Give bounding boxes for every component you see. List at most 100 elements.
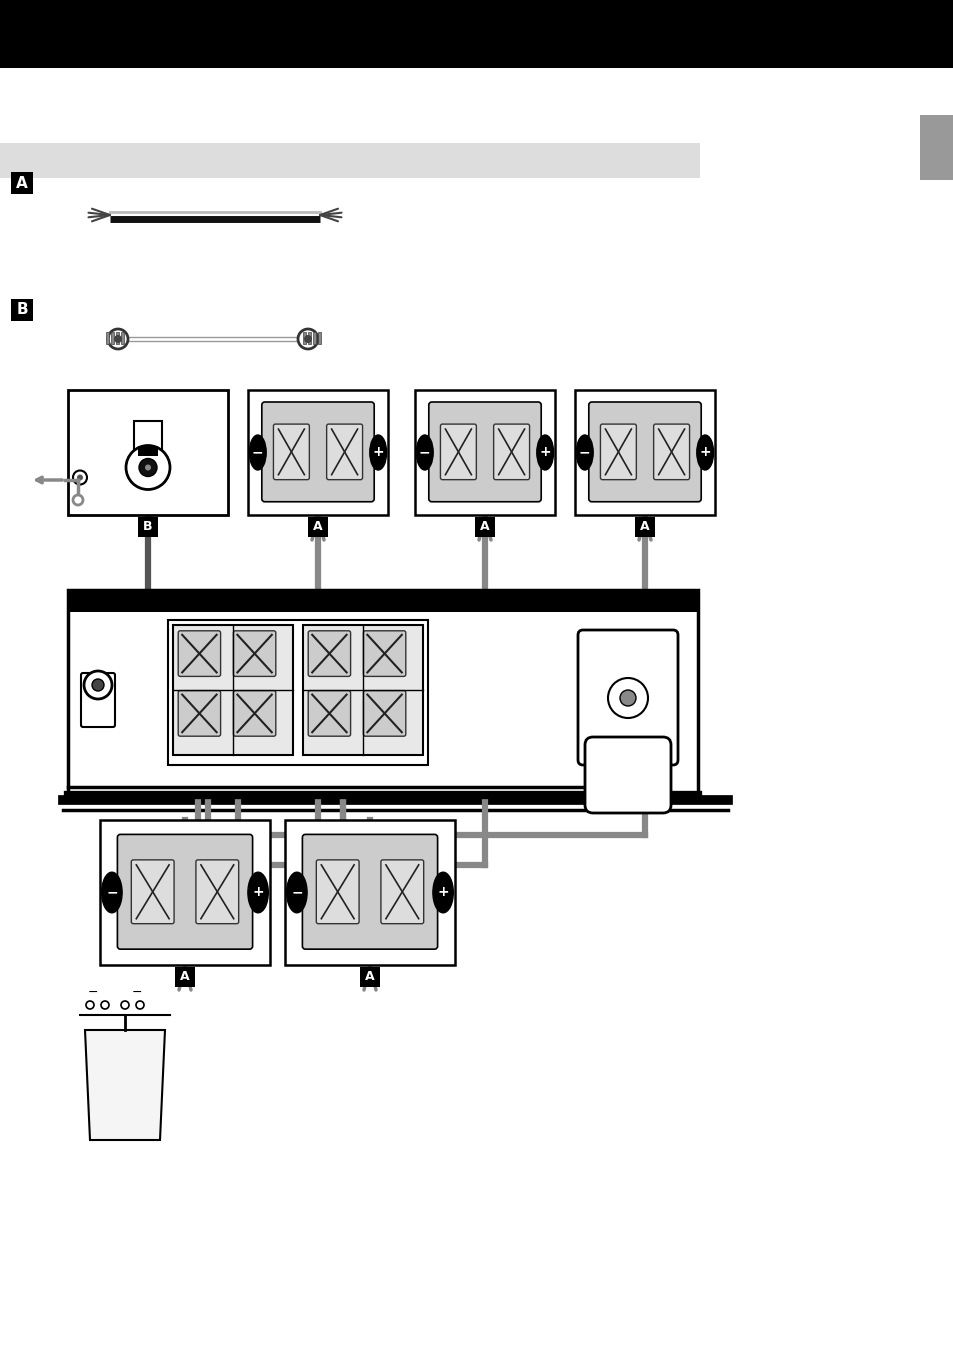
Bar [475, 516, 495, 537]
FancyBboxPatch shape [274, 425, 309, 480]
FancyBboxPatch shape [117, 834, 253, 949]
Text: −: − [252, 446, 263, 460]
Circle shape [126, 446, 170, 489]
FancyBboxPatch shape [308, 631, 351, 676]
Bar [121, 333, 124, 343]
FancyBboxPatch shape [326, 425, 362, 480]
FancyBboxPatch shape [653, 425, 689, 480]
Text: +: + [538, 446, 551, 460]
Bar [919, 115, 953, 180]
Ellipse shape [287, 872, 307, 913]
Text: +: + [699, 446, 710, 460]
Bar [100, 821, 270, 965]
Bar [68, 589, 698, 795]
Bar [68, 389, 228, 515]
Bar [106, 333, 109, 343]
Bar [0, 143, 700, 178]
FancyBboxPatch shape [380, 860, 423, 923]
FancyBboxPatch shape [578, 630, 678, 765]
Text: A: A [16, 176, 28, 191]
Bar [308, 333, 311, 343]
FancyBboxPatch shape [303, 625, 422, 754]
FancyBboxPatch shape [172, 625, 293, 754]
Text: −: − [578, 446, 590, 460]
FancyBboxPatch shape [440, 425, 476, 480]
Text: B: B [16, 303, 28, 318]
FancyBboxPatch shape [233, 631, 275, 676]
FancyBboxPatch shape [363, 691, 405, 737]
Circle shape [113, 335, 122, 343]
Circle shape [145, 465, 151, 470]
Bar [111, 333, 113, 343]
Bar [138, 446, 158, 456]
Circle shape [297, 329, 317, 349]
Ellipse shape [576, 435, 593, 470]
Ellipse shape [102, 872, 122, 913]
Bar [415, 389, 555, 515]
Text: −: − [88, 986, 98, 999]
Circle shape [86, 1000, 94, 1009]
Ellipse shape [696, 435, 713, 470]
Circle shape [73, 495, 83, 506]
Text: A: A [313, 521, 322, 534]
Bar [575, 389, 714, 515]
FancyBboxPatch shape [132, 860, 173, 923]
Text: −: − [418, 446, 430, 460]
Ellipse shape [248, 872, 268, 913]
Bar [285, 821, 455, 965]
Ellipse shape [249, 435, 266, 470]
Circle shape [136, 1000, 144, 1009]
Text: −: − [132, 986, 142, 999]
Bar [11, 299, 33, 320]
Bar [138, 516, 158, 537]
FancyBboxPatch shape [599, 425, 636, 480]
Text: A: A [180, 971, 190, 983]
FancyBboxPatch shape [195, 860, 238, 923]
Circle shape [139, 458, 157, 476]
Bar [168, 621, 428, 765]
Circle shape [121, 1000, 129, 1009]
Text: −: − [106, 886, 117, 899]
Circle shape [607, 677, 647, 718]
Circle shape [619, 690, 636, 706]
Circle shape [101, 1000, 109, 1009]
Text: B: B [143, 521, 152, 534]
FancyBboxPatch shape [493, 425, 529, 480]
Bar [313, 333, 315, 343]
Bar [11, 172, 33, 193]
Ellipse shape [433, 872, 453, 913]
Ellipse shape [370, 435, 386, 470]
Ellipse shape [537, 435, 553, 470]
FancyBboxPatch shape [178, 691, 220, 737]
FancyBboxPatch shape [363, 631, 405, 676]
Text: +: + [372, 446, 384, 460]
FancyBboxPatch shape [316, 860, 358, 923]
Circle shape [304, 335, 312, 343]
Bar [133, 422, 162, 456]
Bar [248, 389, 388, 515]
FancyBboxPatch shape [308, 691, 351, 737]
Bar [303, 333, 306, 343]
Bar [317, 333, 320, 343]
Text: A: A [365, 971, 375, 983]
Circle shape [77, 475, 83, 480]
Text: A: A [479, 521, 489, 534]
Circle shape [108, 329, 128, 349]
Bar [635, 516, 655, 537]
Circle shape [91, 679, 104, 691]
Bar [0, 0, 953, 68]
Circle shape [73, 470, 87, 484]
Text: A: A [639, 521, 649, 534]
FancyBboxPatch shape [428, 402, 540, 502]
FancyBboxPatch shape [81, 673, 115, 727]
FancyBboxPatch shape [261, 402, 374, 502]
FancyBboxPatch shape [584, 737, 670, 813]
Bar [116, 333, 119, 343]
Bar [308, 516, 328, 537]
FancyBboxPatch shape [178, 631, 220, 676]
FancyBboxPatch shape [588, 402, 700, 502]
Ellipse shape [416, 435, 433, 470]
Text: −: − [291, 886, 302, 899]
Polygon shape [85, 1030, 165, 1140]
FancyBboxPatch shape [302, 834, 437, 949]
